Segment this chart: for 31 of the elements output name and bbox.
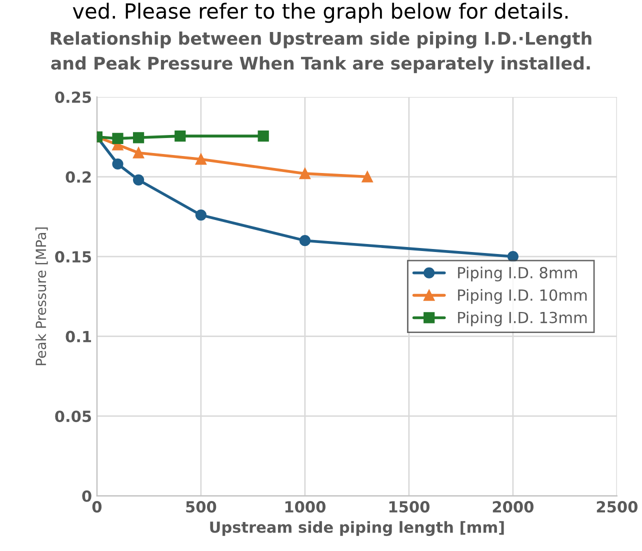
y-tick-label: 0 (82, 490, 92, 502)
point (132, 147, 144, 158)
point (112, 132, 124, 144)
y-tick-label: 0.2 (66, 171, 91, 183)
point (195, 210, 206, 221)
chart-title: Relationship between Upstream side piping I.D.·Length and Peak Pressure When Tank are separately installed. (50, 31, 592, 74)
point (362, 171, 373, 182)
x-tick-label: 1500 (389, 501, 430, 513)
y-tick-label: 0.05 (55, 410, 92, 422)
y-axis-title: Peak Pressure [MPa] (35, 228, 48, 366)
legend-label: Piping I.D. 8mm (458, 266, 577, 282)
point (195, 154, 206, 165)
x-tick-label: 2000 (492, 501, 534, 513)
point (132, 132, 144, 144)
x-tick-label: 500 (186, 501, 216, 513)
point (299, 168, 311, 180)
y-tick-label: 0.15 (55, 251, 92, 263)
x-tick-label: 0 (92, 501, 102, 513)
point (174, 130, 186, 142)
point (132, 174, 144, 186)
point (299, 235, 311, 246)
y-tick-label: 0.1 (66, 330, 92, 342)
legend-label: Piping I.D. 13mm (458, 311, 587, 326)
y-tick-label: 0.25 (55, 91, 92, 103)
legend-label: Piping I.D. 10mm (458, 289, 587, 304)
point (258, 130, 269, 142)
x-tick-label: 1000 (285, 501, 326, 513)
x-tick-label: 2500 (596, 501, 638, 513)
text: ved. Please refer to the graph below for details. (72, 2, 568, 23)
x-axis-title: Upstream side piping length [mm] (210, 521, 504, 536)
point (112, 158, 124, 170)
